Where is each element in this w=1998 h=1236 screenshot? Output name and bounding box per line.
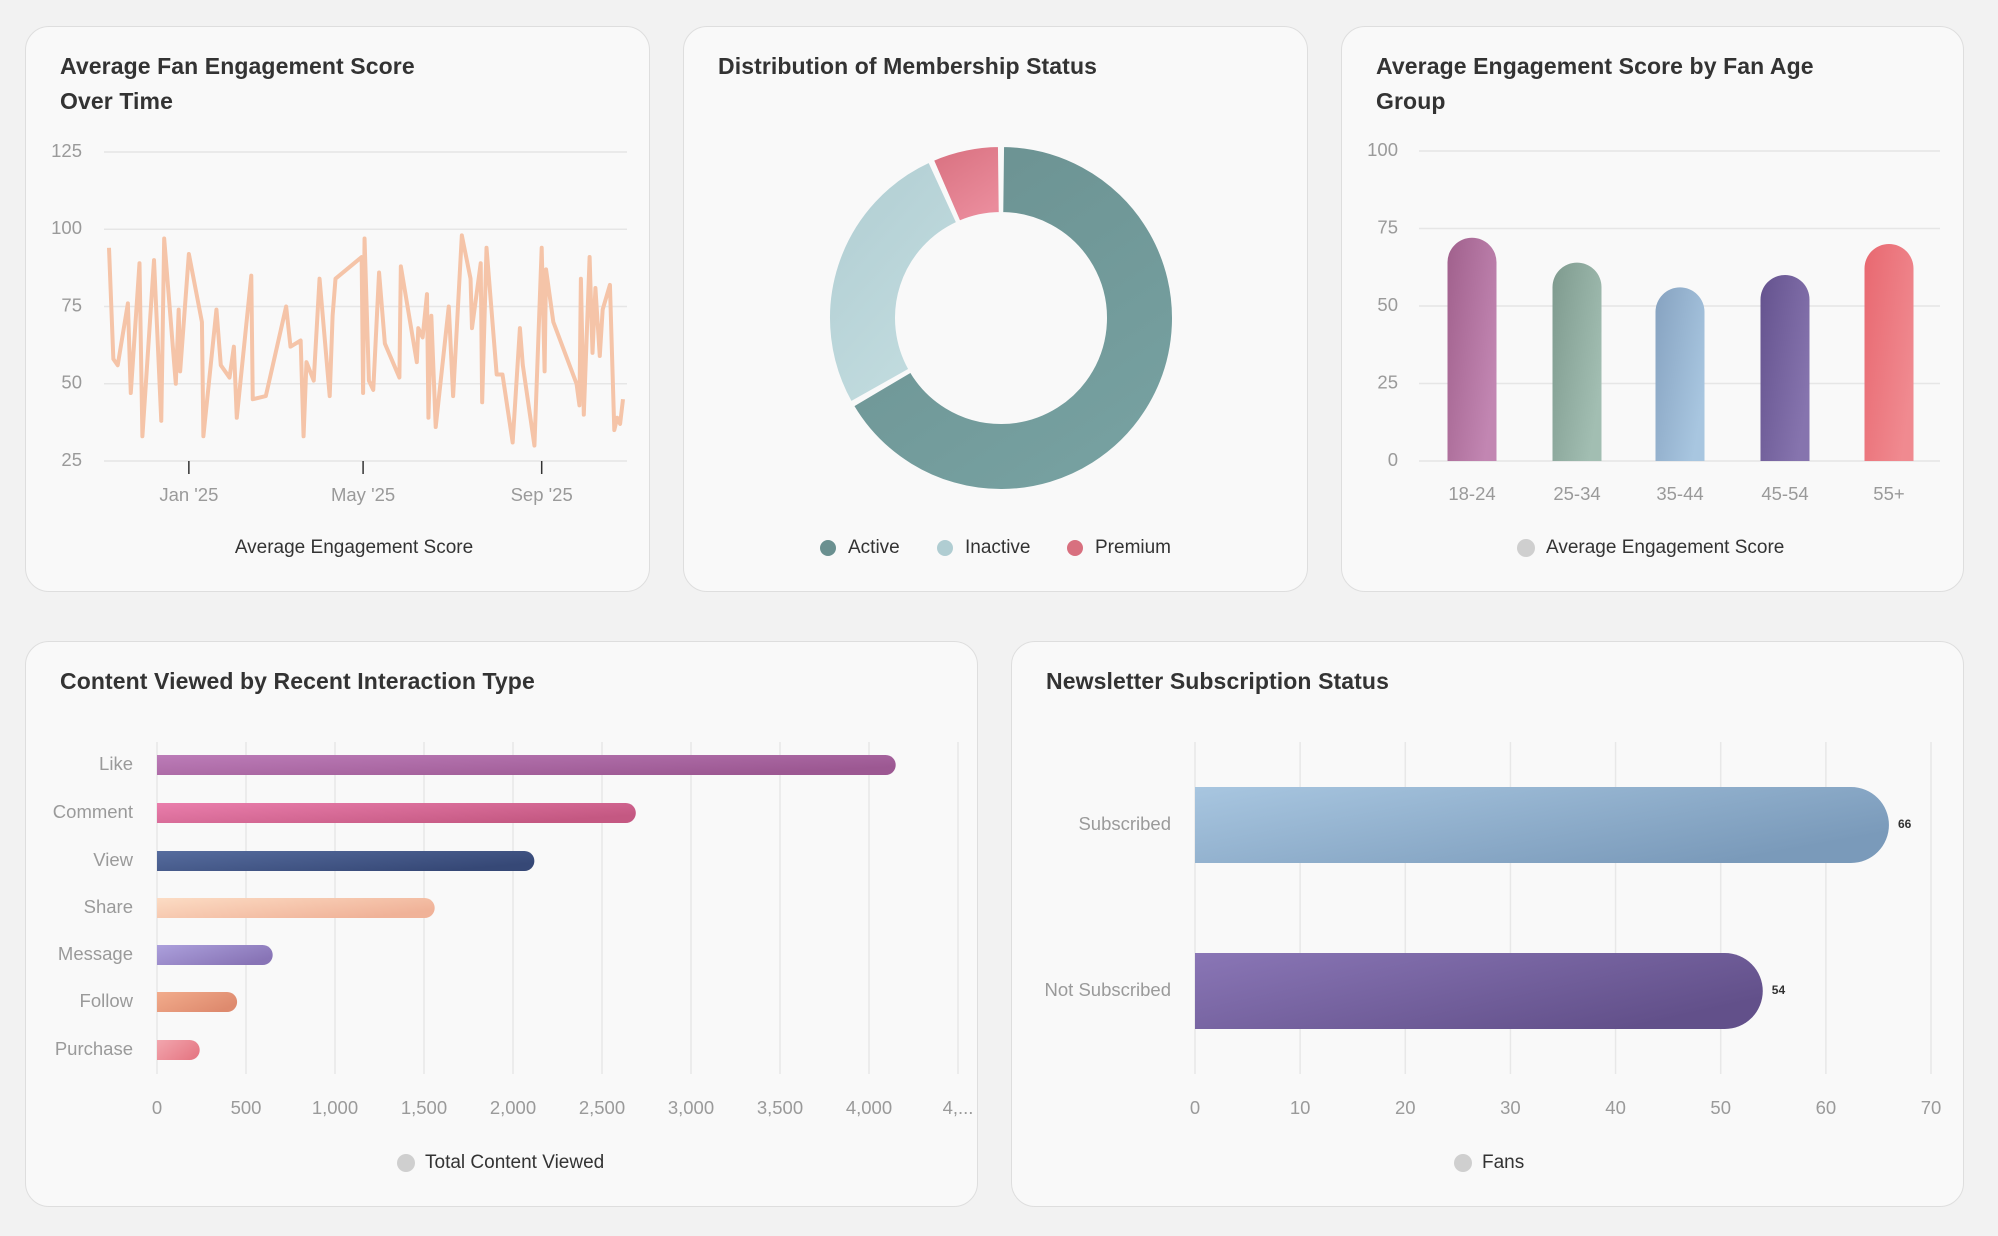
y-tick-label: Follow [80,990,134,1011]
y-tick-label: 75 [61,294,82,315]
y-tick-label: Share [84,896,133,917]
y-tick-label: 50 [61,372,82,393]
x-tick-label: 0 [1190,1097,1200,1118]
bar [1552,262,1602,461]
x-tick-label: May '25 [331,484,395,505]
bar [157,1040,200,1060]
x-tick-label: 20 [1395,1097,1416,1118]
legend-label: Inactive [965,537,1030,558]
x-tick-label: 25-34 [1553,483,1600,504]
legend-label: Premium [1095,537,1171,558]
x-tick-label: 0 [152,1097,162,1118]
legend-label: Average Engagement Score [1546,537,1784,558]
series-line [107,233,625,448]
x-tick-label: 45-54 [1761,483,1808,504]
chart-title: Content Viewed by Recent Interaction Typ… [60,668,535,694]
slice-active [852,145,1174,491]
x-tick-label: 60 [1816,1097,1837,1118]
bar [157,898,435,918]
chart-title: Distribution of Membership Status [718,53,1097,79]
bar [157,851,535,871]
donut-chart: Active Inactive Premium [820,145,1174,558]
horizontal-bar-chart: 0 500 1,000 1,500 2,000 2,500 3,000 3,500 4,000 4… [53,742,974,1173]
y-tick-label: Purchase [55,1038,133,1059]
legend-marker [937,540,953,556]
legend-marker [1067,540,1083,556]
column-chart: 0 25 50 75 100 18-24 25-34 35-44 45-54 55+ Average… [1367,139,1940,558]
card-membership-status: Distribution of Membership Status Active… [683,26,1308,592]
bar [157,803,636,823]
legend-marker [397,1154,415,1172]
data-label: 66 [1898,817,1912,831]
bar [1655,287,1705,461]
card-engagement-by-age: Average Engagement Score by Fan Age Grou… [1341,26,1964,592]
x-tick-label: 500 [231,1097,262,1118]
y-tick-label: Not Subscribed [1045,979,1171,1000]
slice-inactive [828,160,959,404]
y-tick-label: 25 [61,449,82,470]
x-tick-label: 2,000 [490,1097,536,1118]
legend-marker [1454,1154,1472,1172]
x-tick-label: 3,000 [668,1097,714,1118]
legend-label: Average Engagement Score [235,537,473,558]
legend-marker [820,540,836,556]
x-tick-label: 30 [1500,1097,1521,1118]
y-tick-label: 75 [1377,216,1398,237]
bar [157,755,896,775]
y-tick-label: View [93,849,133,870]
x-tick-label: 2,500 [579,1097,625,1118]
chart-title: Average Engagement Score by Fan Age Grou… [1376,53,1814,114]
card-engagement-over-time: Average Fan Engagement Score Over Time 2… [25,26,650,592]
bar [157,945,273,965]
bar [1760,275,1810,461]
x-tick-label: Sep '25 [511,484,573,505]
bar [1864,243,1914,461]
data-label: 54 [1772,983,1786,997]
legend-label: Active [848,537,900,558]
y-tick-label: 125 [51,140,82,161]
x-tick-label: Jan '25 [159,484,218,505]
x-tick-label: 55+ [1873,483,1904,504]
card-content-viewed: Content Viewed by Recent Interaction Typ… [25,641,978,1207]
x-tick-label: 4,000 [846,1097,892,1118]
legend-marker [1517,539,1535,557]
y-tick-label: Like [99,753,133,774]
y-tick-label: 25 [1377,371,1398,392]
y-tick-label: 50 [1377,294,1398,315]
x-tick-label: 10 [1290,1097,1311,1118]
bar [157,992,238,1012]
x-tick-label: 3,500 [757,1097,803,1118]
y-tick-label: Comment [53,801,133,822]
x-tick-label: 70 [1921,1097,1942,1118]
chart-title: Average Fan Engagement Score Over Time [60,53,415,114]
y-tick-label: Subscribed [1078,813,1171,834]
y-tick-label: 100 [51,217,82,238]
x-tick-label: 1,000 [312,1097,358,1118]
chart-title: Newsletter Subscription Status [1046,668,1389,694]
x-tick-label: 40 [1605,1097,1626,1118]
bar [1447,237,1497,461]
legend-label: Total Content Viewed [425,1152,604,1173]
y-tick-label: Message [58,943,133,964]
bar [1195,787,1889,863]
x-tick-label: 35-44 [1656,483,1703,504]
legend-label: Fans [1482,1152,1524,1173]
slice-premium [931,145,1001,223]
bar [1195,953,1763,1029]
horizontal-bar-chart: 0 10 20 30 40 50 60 70 Subscribed 66 Not Subscribe… [1045,742,1942,1173]
y-tick-label: 100 [1367,139,1398,160]
line-chart: 25 50 75 100 125 Jan '25 May '25 Sep '25 Average… [51,140,627,558]
x-tick-label: 18-24 [1448,483,1495,504]
x-tick-label: 1,500 [401,1097,447,1118]
card-newsletter-status: Newsletter Subscription Status 0 10 20 30 40… [1011,641,1964,1207]
y-tick-label: 0 [1388,449,1398,470]
x-tick-label: 4,... [943,1097,974,1118]
x-tick-label: 50 [1710,1097,1731,1118]
